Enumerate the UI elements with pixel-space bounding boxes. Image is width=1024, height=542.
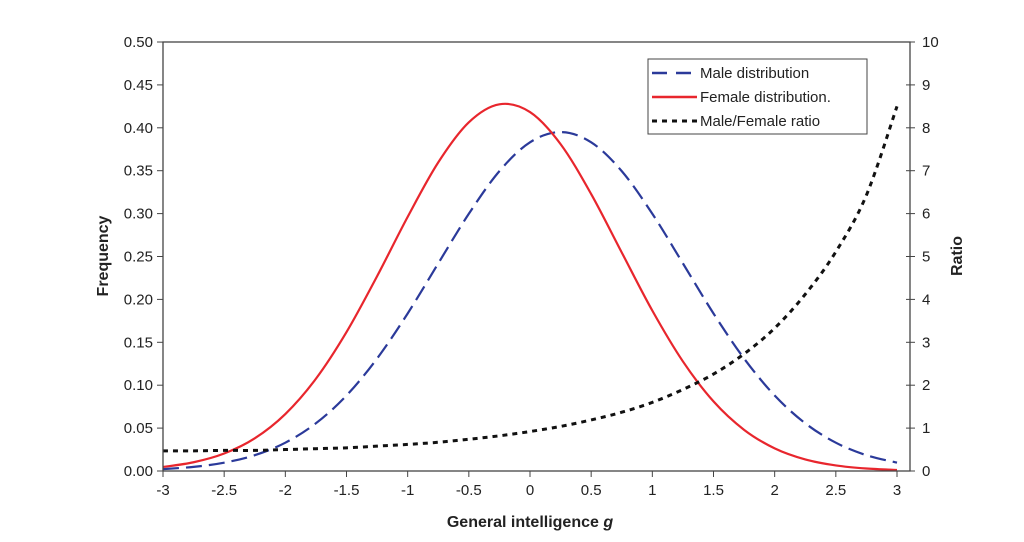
y-tick-label: 0.05 — [124, 420, 153, 437]
x-tick-label: 1 — [648, 482, 656, 499]
y-tick-label: 0.45 — [124, 77, 153, 94]
y-tick-label: 0.15 — [124, 334, 153, 351]
x-tick-label: -2 — [279, 482, 292, 499]
y2-tick-label: 1 — [922, 420, 930, 437]
y2-tick-label: 7 — [922, 163, 930, 180]
y-tick-label: 0.40 — [124, 120, 153, 137]
y-tick-label: 0.50 — [124, 34, 153, 51]
series-line — [162, 105, 899, 453]
y-axis-label: Frequency — [95, 215, 112, 296]
x-tick-label: 1.5 — [703, 482, 724, 499]
x-tick-label: -2.5 — [211, 482, 237, 499]
y2-tick-label: 3 — [922, 334, 930, 351]
x-tick-label: 2.5 — [825, 482, 846, 499]
y2-axis-label: Ratio — [949, 236, 966, 276]
x-axis-label-text: General intelligence — [447, 514, 599, 531]
y-tick-label: 0.25 — [124, 249, 153, 266]
x-axis-label: General intelligence g — [447, 514, 614, 531]
x-tick-label: -1 — [401, 482, 414, 499]
series-male-female-ratio — [162, 105, 899, 453]
x-tick-label: 0.5 — [581, 482, 602, 499]
series-line — [162, 102, 898, 472]
series-line — [162, 130, 898, 471]
legend-label: Male/Female ratio — [700, 113, 820, 130]
x-tick-label: 0 — [526, 482, 534, 499]
y2-tick-label: 9 — [922, 77, 930, 94]
x-tick-label: 2 — [770, 482, 778, 499]
series-male-distribution — [162, 130, 898, 471]
y-tick-label: 0.00 — [124, 463, 153, 480]
y2-tick-label: 5 — [922, 249, 930, 266]
legend: Male distribution Female distribution. Mal… — [647, 58, 868, 135]
y2-tick-label: 10 — [922, 34, 939, 51]
y2-tick-label: 8 — [922, 120, 930, 137]
series-female-distribution — [162, 102, 898, 472]
x-tick-label: -1.5 — [334, 482, 360, 499]
y2-tick-label: 4 — [922, 291, 930, 308]
y-tick-label: 0.20 — [124, 291, 153, 308]
y2-tick-label: 6 — [922, 206, 930, 223]
y-tick-label: 0.30 — [124, 206, 153, 223]
x-tick-label: -0.5 — [456, 482, 482, 499]
x-tick-label: -3 — [156, 482, 169, 499]
y2-tick-label: 2 — [922, 377, 930, 394]
y-tick-label: 0.10 — [124, 377, 153, 394]
legend-label: Female distribution. — [700, 89, 831, 106]
legend-label: Male distribution — [700, 65, 809, 82]
y-tick-label: 0.35 — [124, 163, 153, 180]
x-axis-label-symbol: g — [602, 514, 613, 531]
y2-tick-label: 0 — [922, 463, 930, 480]
x-tick-label: 3 — [893, 482, 901, 499]
